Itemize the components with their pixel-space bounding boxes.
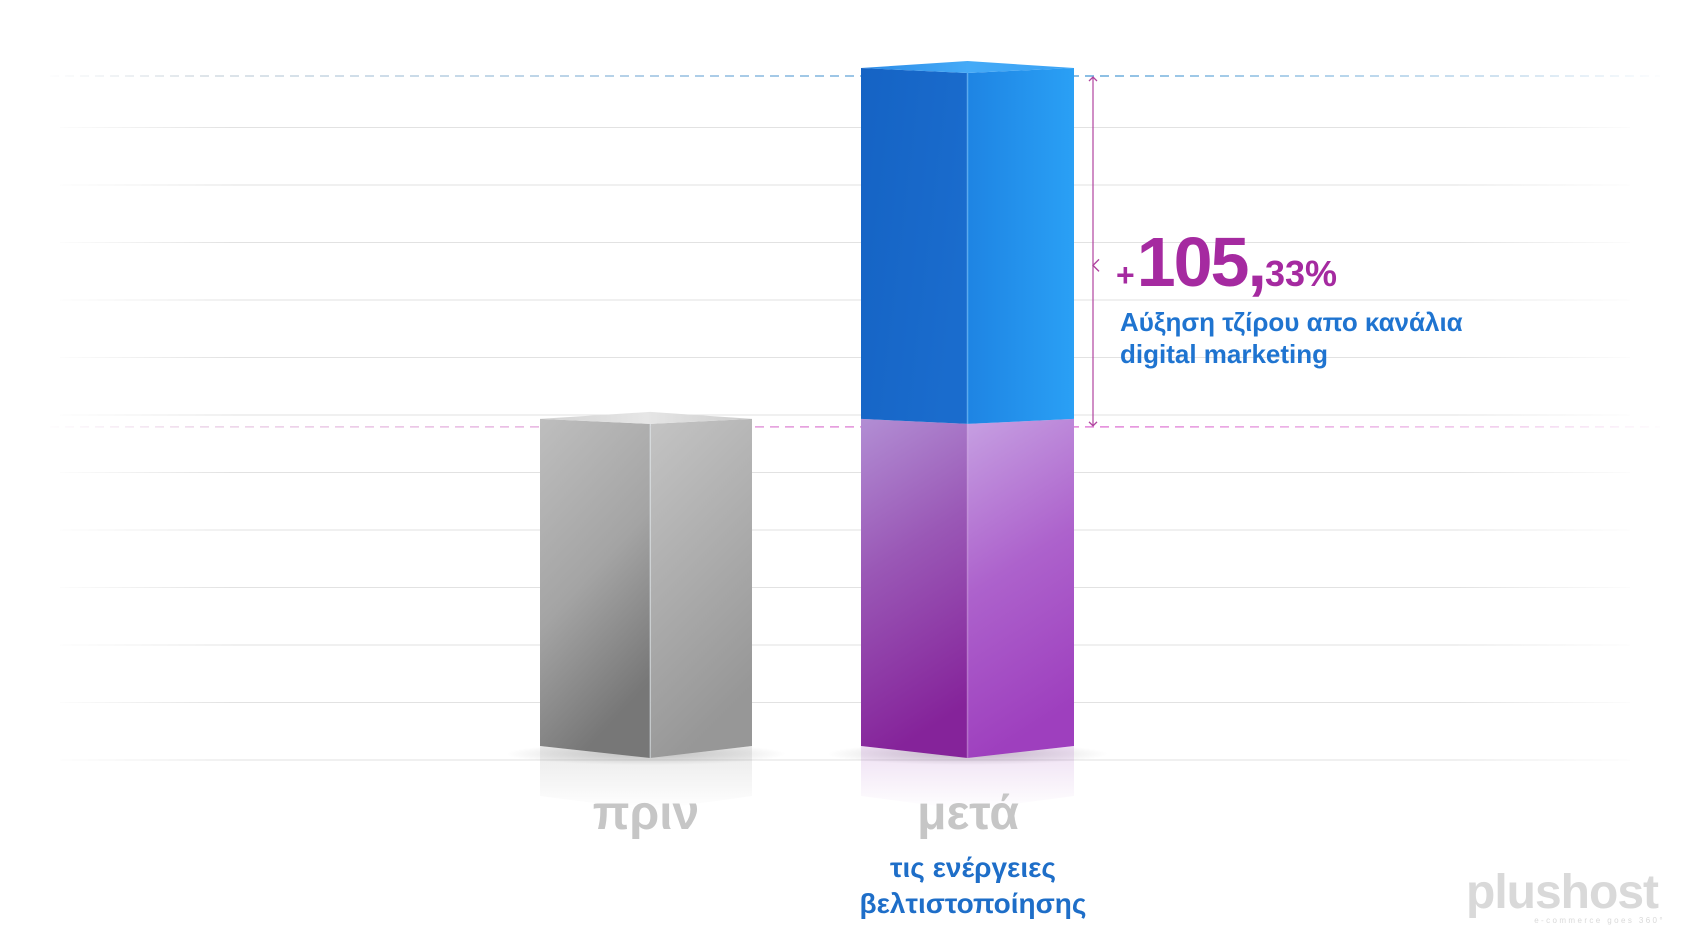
brand-logo-name: plushost bbox=[1466, 866, 1659, 919]
brand-logo-tagline: e-commerce goes 360° bbox=[1534, 916, 1665, 925]
increase-value-major: 105, bbox=[1136, 223, 1267, 301]
bar-before-right-face bbox=[650, 418, 752, 758]
bar-before bbox=[506, 411, 786, 810]
bar-after-lower-right-face bbox=[967, 418, 1074, 758]
increase-pointer-icon bbox=[1092, 258, 1100, 272]
bar-after-upper-right-face bbox=[967, 68, 1074, 424]
bar-before-top-face bbox=[540, 411, 752, 424]
bar-after-lower-left-face bbox=[861, 418, 968, 758]
category-sublabel-line: βελτιστοποίησης bbox=[859, 888, 1087, 919]
increase-caption-line: Αύξηση τζίρου απο κανάλια bbox=[1120, 307, 1463, 337]
increase-value-minor: 33% bbox=[1264, 253, 1337, 294]
increase-annotation: + 105, 33% bbox=[1116, 222, 1337, 302]
category-sublabel-line: τις ενέργειες bbox=[890, 852, 1056, 883]
category-sublabel-after: τις ενέργειες βελτιστοποίησης bbox=[823, 850, 1123, 922]
brand-logo: plushost e-commerce goes 360° bbox=[1466, 868, 1671, 926]
bar-after-top-face bbox=[861, 61, 1074, 73]
category-label-after: μετά bbox=[917, 787, 1019, 840]
bar-after-upper-left-face bbox=[861, 68, 968, 424]
gridlines bbox=[60, 127, 1630, 761]
increase-caption-line: digital marketing bbox=[1120, 339, 1329, 369]
increase-caption: Αύξηση τζίρου απο κανάλια digital market… bbox=[1120, 306, 1463, 370]
bar-after-reflection bbox=[861, 746, 1074, 810]
increase-plus-sign: + bbox=[1116, 257, 1135, 293]
bar-before-reflection bbox=[540, 746, 752, 810]
bar-before-left-face bbox=[540, 418, 651, 758]
bar-after bbox=[827, 61, 1108, 810]
category-label-before: πριν bbox=[592, 787, 700, 840]
